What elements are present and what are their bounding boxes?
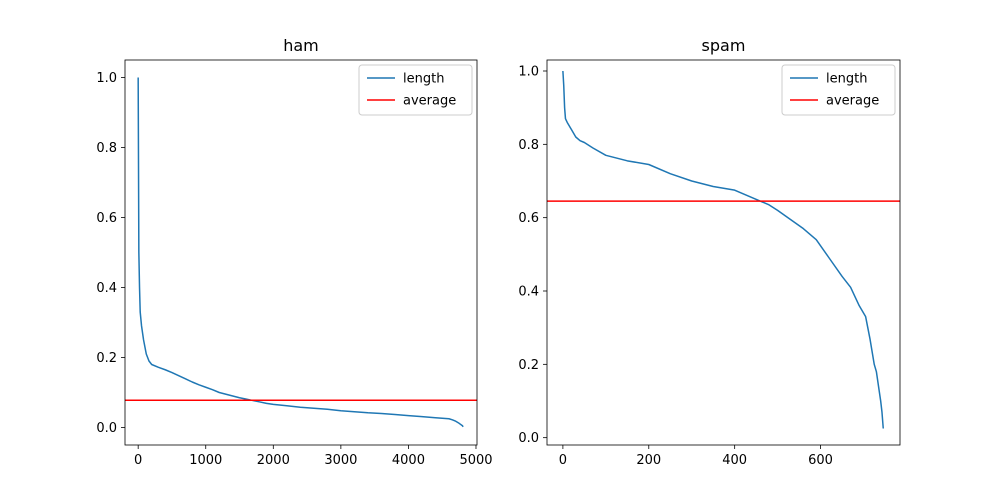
chart-title: spam (702, 36, 746, 55)
y-tick-label: 0.4 (96, 281, 117, 296)
x-tick-label: 0 (134, 453, 142, 468)
axes-frame (124, 59, 478, 446)
x-tick-label: 3000 (324, 453, 357, 468)
x-tick-label: 5000 (459, 453, 492, 468)
legend-label-length: length (403, 72, 444, 87)
length-line (137, 77, 464, 428)
y-tick-label: 0.2 (96, 351, 117, 366)
legend: length average (781, 64, 896, 116)
y-tick-label: 1.0 (96, 71, 117, 86)
x-tick-label: 200 (636, 453, 661, 468)
y-tick-label: 1.0 (518, 65, 539, 80)
y-tick-label: 0.6 (96, 211, 117, 226)
legend-label-average: average (826, 94, 879, 109)
y-tick-label: 0.8 (96, 141, 117, 156)
y-tick-label: 0.4 (518, 285, 539, 300)
legend-label-length: length (826, 72, 867, 87)
y-tick-label: 0.0 (518, 431, 539, 446)
plot-area (547, 70, 900, 429)
spam-subplot: spam 0 200 400 600 0.0 0.2 0.4 0.6 0.8 1.0 length av… (518, 36, 901, 468)
y-tick-label: 0.8 (518, 138, 539, 153)
legend: length average (358, 64, 473, 116)
ham-subplot: ham 0 1000 2000 3000 4000 5000 0.0 0.2 0.4 0.6 0.8 1… (96, 36, 492, 468)
x-tick-label: 400 (722, 453, 747, 468)
x-tick-label: 2000 (257, 453, 290, 468)
x-tick-label: 0 (559, 453, 567, 468)
axes-frame (546, 59, 901, 446)
legend-label-average: average (403, 94, 456, 109)
y-tick-label: 0.6 (518, 211, 539, 226)
x-tick-label: 4000 (392, 453, 425, 468)
chart-title: ham (283, 36, 319, 55)
length-line (562, 70, 884, 429)
x-tick-label: 600 (808, 453, 833, 468)
plot-area (125, 77, 477, 428)
y-tick-label: 0.2 (518, 358, 539, 373)
y-tick-label: 0.0 (96, 421, 117, 436)
x-tick-label: 1000 (189, 453, 222, 468)
